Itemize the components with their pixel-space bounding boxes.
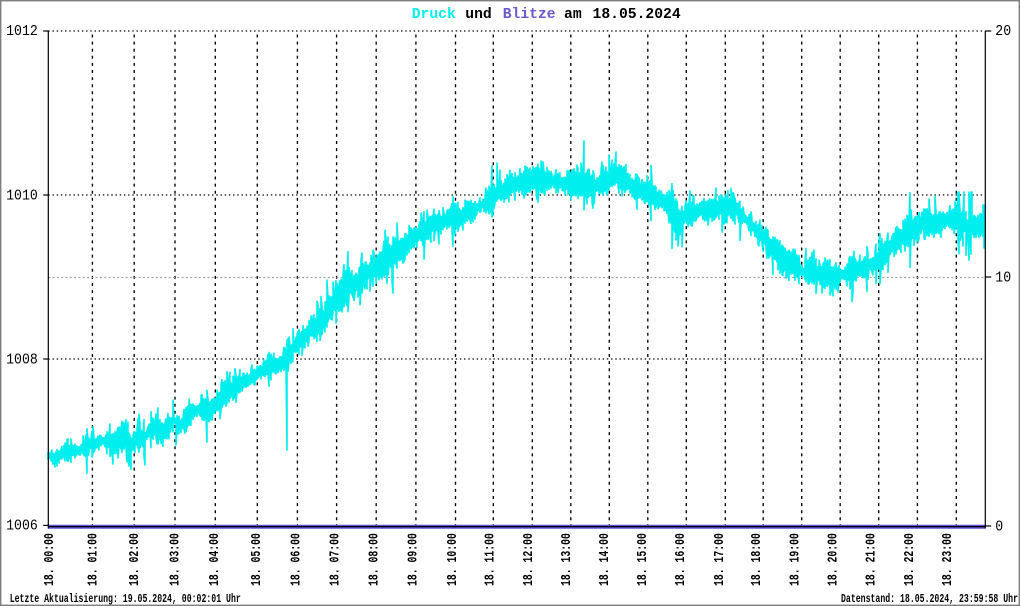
svg-text:20: 20 [995, 23, 1011, 40]
svg-text:18. 12:00: 18. 12:00 [520, 533, 536, 586]
svg-text:18. 08:00: 18. 08:00 [366, 533, 382, 586]
svg-text:Blitze: Blitze [503, 7, 556, 23]
svg-text:18. 07:00: 18. 07:00 [327, 533, 343, 586]
svg-text:18. 22:00: 18. 22:00 [901, 533, 917, 586]
svg-text:18. 06:00: 18. 06:00 [288, 533, 304, 586]
svg-text:18. 15:00: 18. 15:00 [635, 533, 651, 586]
svg-text:1006: 1006 [6, 518, 38, 535]
svg-text:und: und [465, 7, 491, 23]
svg-text:18. 10:00: 18. 10:00 [444, 533, 460, 586]
svg-text:18. 02:00: 18. 02:00 [126, 533, 142, 586]
svg-text:18.05.2024: 18.05.2024 [593, 7, 681, 23]
svg-text:18. 14:00: 18. 14:00 [596, 533, 612, 586]
svg-text:18. 16:00: 18. 16:00 [673, 533, 689, 586]
svg-text:18. 00:00: 18. 00:00 [41, 533, 57, 586]
svg-text:0: 0 [995, 519, 1003, 536]
svg-text:18. 04:00: 18. 04:00 [207, 533, 223, 586]
svg-text:1012: 1012 [6, 23, 38, 40]
svg-text:18. 21:00: 18. 21:00 [863, 533, 879, 586]
svg-text:Druck: Druck [412, 7, 456, 23]
svg-text:18. 17:00: 18. 17:00 [711, 533, 727, 586]
svg-text:1008: 1008 [6, 352, 38, 369]
svg-text:18. 13:00: 18. 13:00 [558, 533, 574, 586]
svg-text:18. 01:00: 18. 01:00 [85, 533, 101, 586]
svg-text:18. 05:00: 18. 05:00 [248, 533, 264, 586]
svg-text:1010: 1010 [6, 188, 38, 205]
svg-text:18. 20:00: 18. 20:00 [825, 533, 841, 586]
svg-text:Letzte Aktualisierung: 19.05.2: Letzte Aktualisierung: 19.05.2024, 00:02… [10, 593, 241, 606]
svg-text:18. 11:00: 18. 11:00 [482, 533, 498, 586]
svg-text:18. 18:00: 18. 18:00 [749, 533, 765, 586]
svg-text:18. 19:00: 18. 19:00 [787, 533, 803, 586]
svg-text:18. 23:00: 18. 23:00 [940, 533, 956, 586]
svg-text:am: am [564, 7, 582, 23]
svg-text:10: 10 [995, 270, 1011, 287]
svg-text:18. 03:00: 18. 03:00 [167, 533, 183, 586]
svg-text:Datenstand: 18.05.2024, 23:59:: Datenstand: 18.05.2024, 23:59:58 Uhr [841, 593, 1018, 606]
svg-text:18. 09:00: 18. 09:00 [405, 533, 421, 586]
